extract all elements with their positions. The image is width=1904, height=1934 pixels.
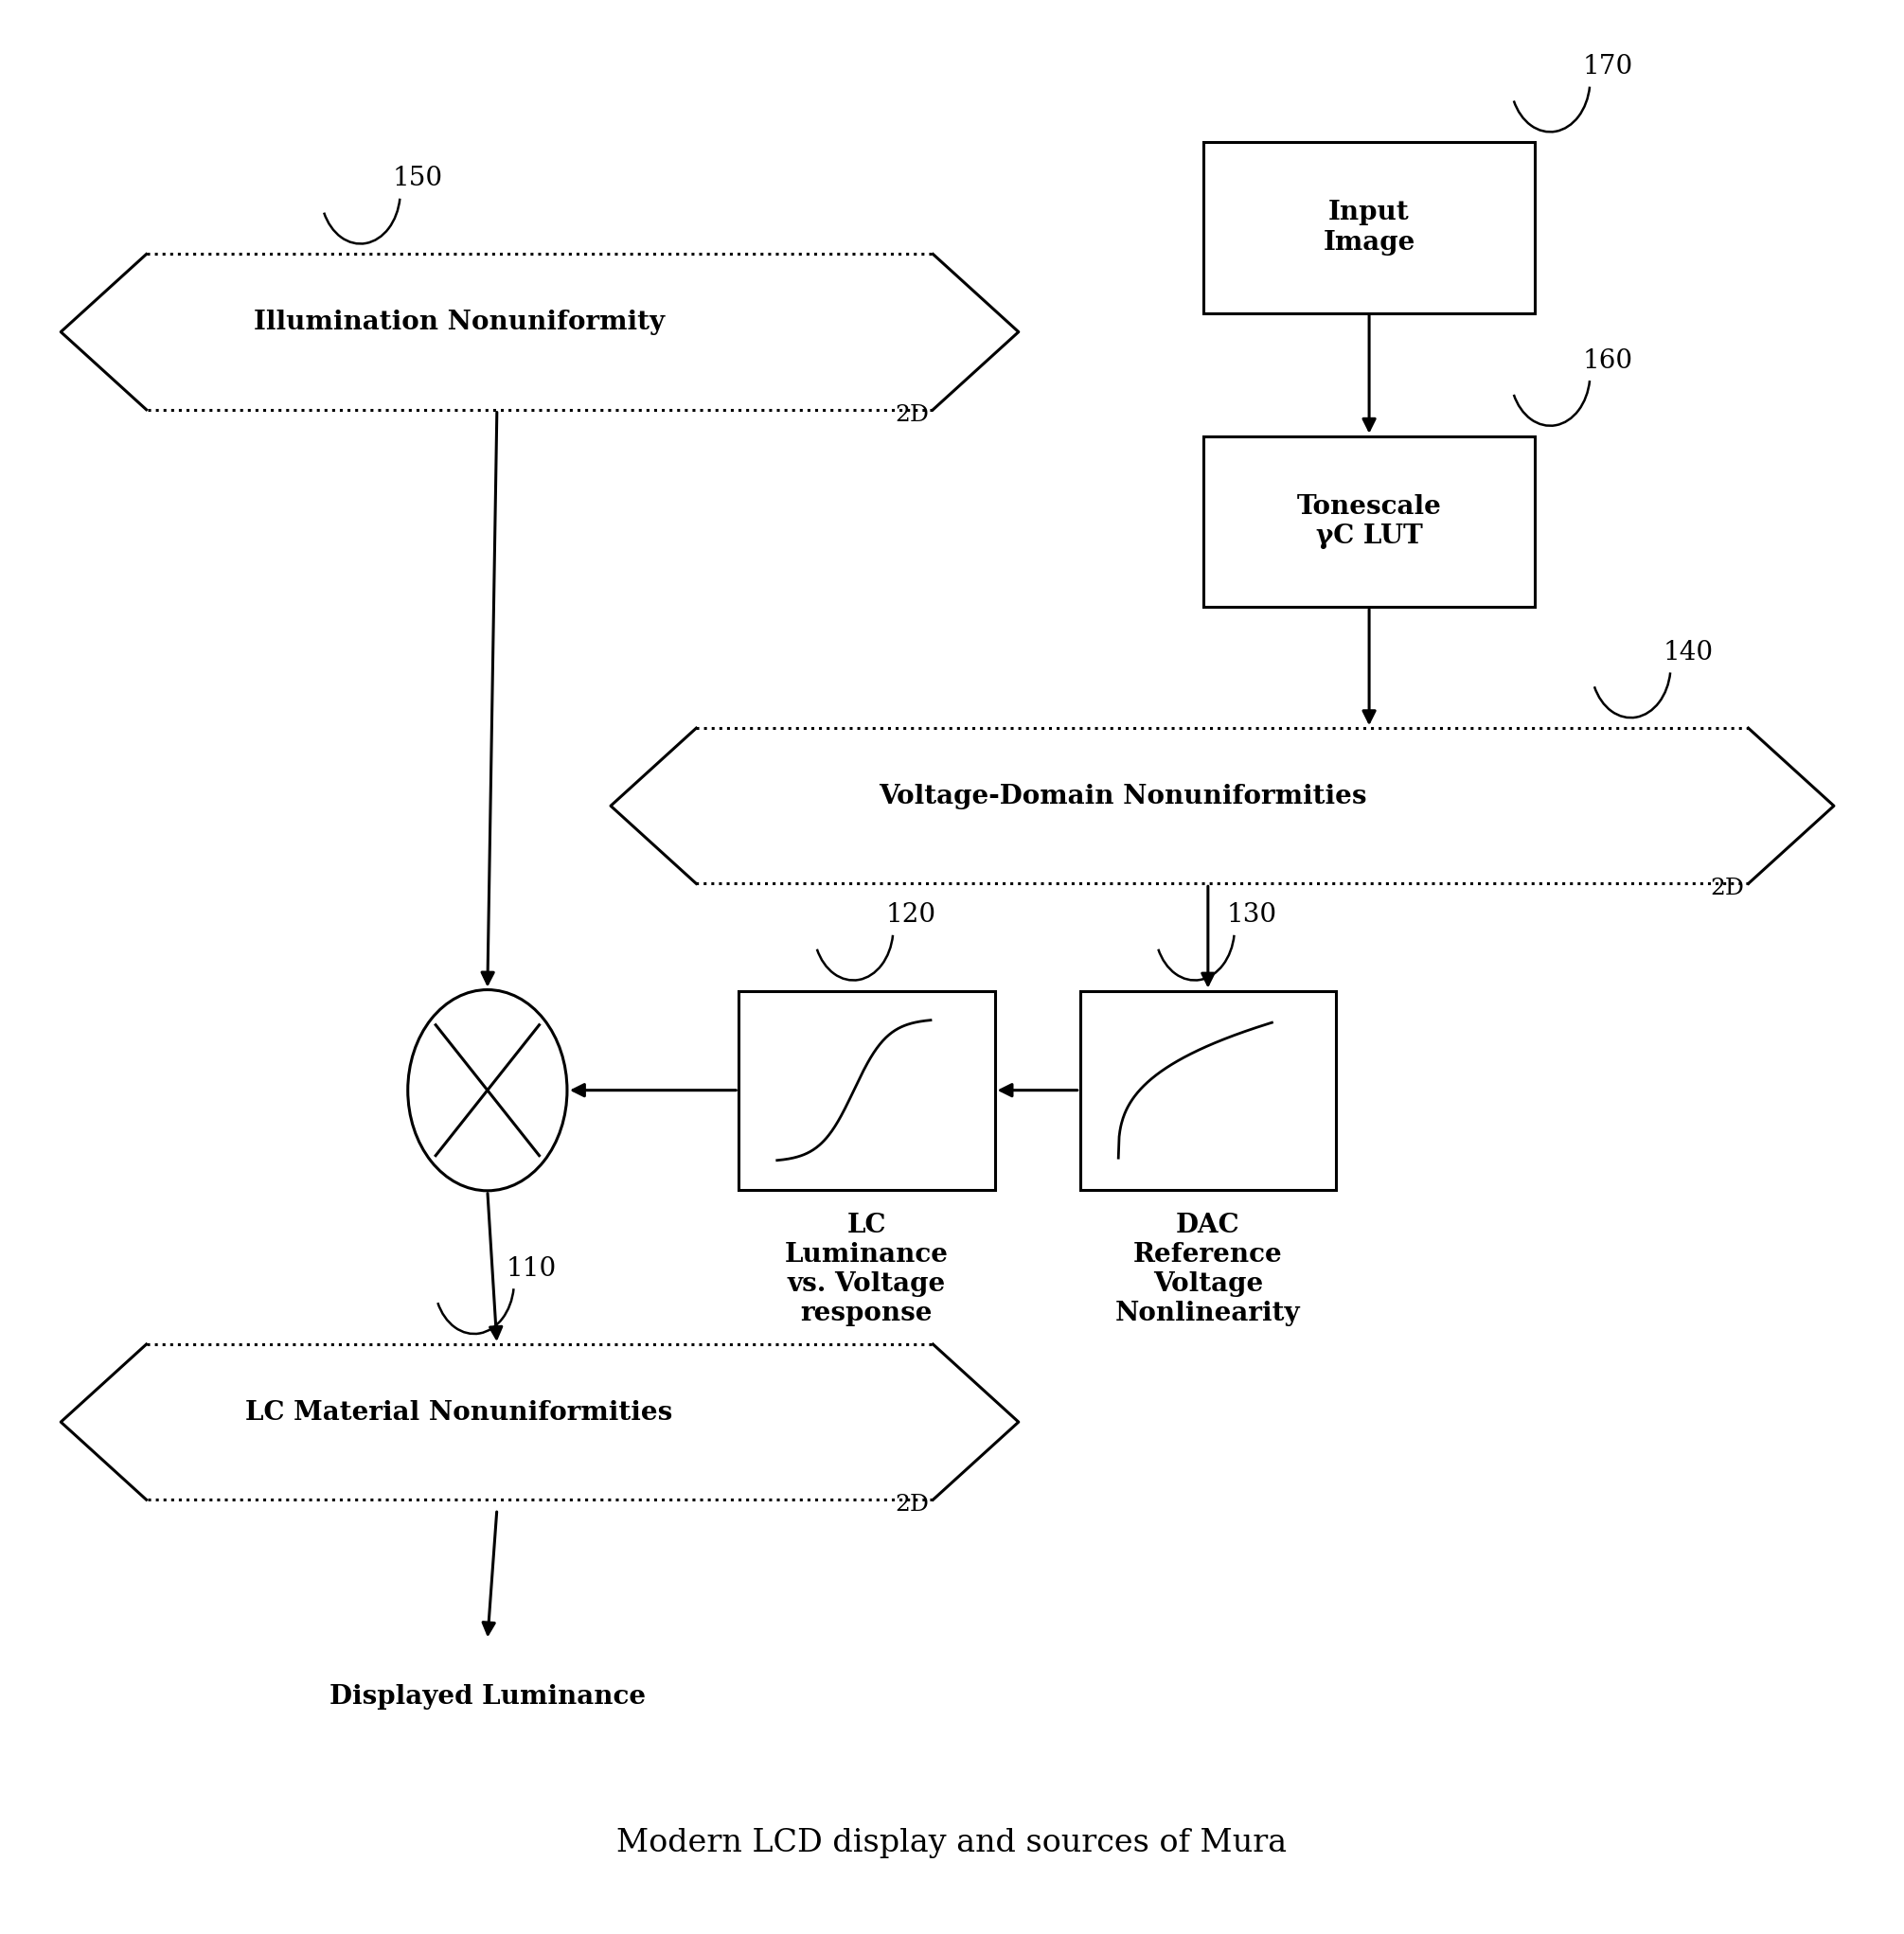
Bar <box>1203 143 1535 313</box>
Text: 120: 120 <box>885 903 937 928</box>
Bar <box>739 990 994 1189</box>
Text: 110: 110 <box>506 1257 556 1282</box>
Text: Displayed Luminance: Displayed Luminance <box>329 1685 645 1710</box>
Text: Input
Image: Input Image <box>1323 199 1415 255</box>
Bar <box>1080 990 1337 1189</box>
Text: LC
Luminance
vs. Voltage
response: LC Luminance vs. Voltage response <box>784 1213 948 1327</box>
Text: 2D: 2D <box>1710 878 1744 899</box>
Text: Voltage-Domain Nonuniformities: Voltage-Domain Nonuniformities <box>878 783 1367 808</box>
Text: Modern LCD display and sources of Mura: Modern LCD display and sources of Mura <box>617 1828 1287 1859</box>
Text: 2D: 2D <box>895 404 929 425</box>
Bar <box>1203 437 1535 607</box>
Text: 130: 130 <box>1226 903 1278 928</box>
Text: DAC
Reference
Voltage
Nonlinearity: DAC Reference Voltage Nonlinearity <box>1116 1213 1300 1327</box>
Text: 170: 170 <box>1582 54 1634 79</box>
Text: 2D: 2D <box>895 1495 929 1516</box>
Text: Illumination Nonuniformity: Illumination Nonuniformity <box>253 309 664 335</box>
Text: Tonescale
γC LUT: Tonescale γC LUT <box>1297 493 1441 549</box>
Text: 150: 150 <box>392 166 444 191</box>
Text: 140: 140 <box>1662 640 1714 665</box>
Text: LC Material Nonuniformities: LC Material Nonuniformities <box>246 1400 672 1425</box>
Text: 160: 160 <box>1582 348 1634 373</box>
